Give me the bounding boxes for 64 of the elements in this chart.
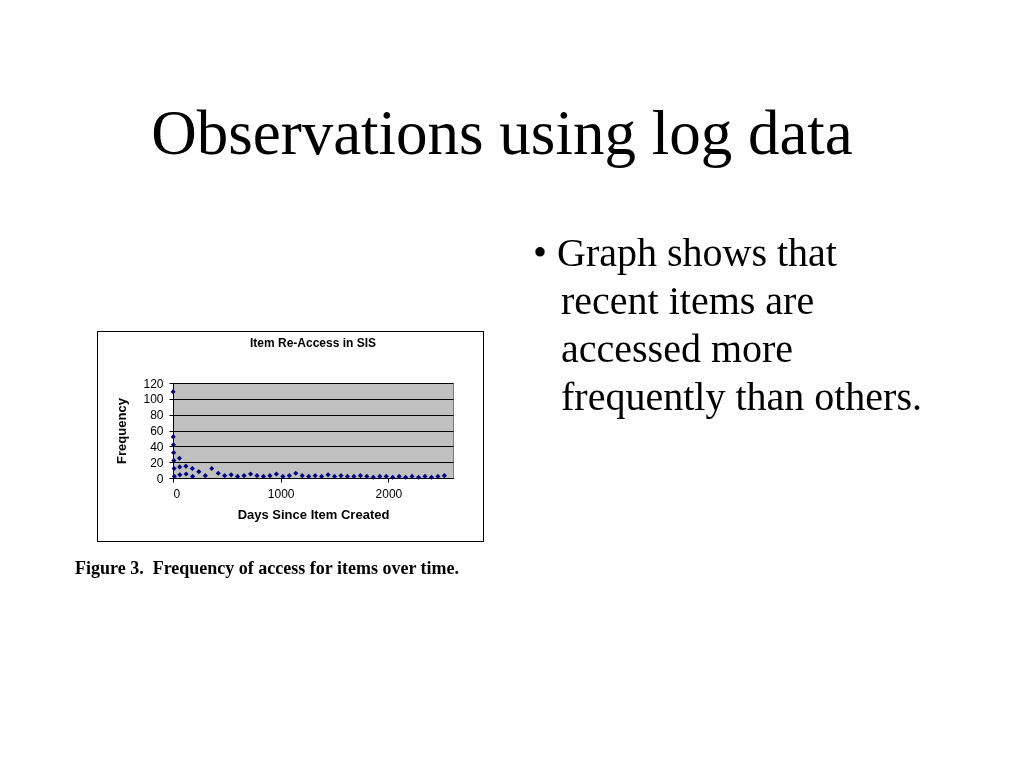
point: [267, 473, 273, 479]
y-tick-label: 80: [150, 408, 164, 423]
point: [247, 471, 254, 477]
point: [260, 473, 267, 479]
x-axis-title: Days Since Item Created: [237, 506, 390, 522]
point: [396, 473, 402, 479]
point: [222, 473, 228, 479]
point: [338, 473, 344, 479]
point: [428, 474, 435, 480]
point: [196, 469, 202, 475]
point: [390, 474, 396, 480]
x-tick-label: 0: [173, 486, 181, 501]
y-tick-label: 120: [143, 376, 164, 391]
point: [409, 473, 415, 479]
y-tick-label: 0: [156, 471, 164, 486]
y-tick-label: 40: [150, 439, 164, 454]
point: [228, 472, 234, 478]
y-axis-title: Frequency: [114, 397, 130, 464]
point: [183, 471, 189, 477]
point: [189, 465, 195, 472]
point: [293, 470, 299, 476]
point: [170, 389, 176, 395]
point: [383, 473, 389, 479]
y-tick-label: 20: [150, 455, 164, 470]
caption: Figure 3. Frequency of access for items over time.: [75, 558, 460, 578]
point: [351, 473, 357, 479]
point: [190, 473, 196, 479]
point: [241, 473, 247, 479]
y-tick-label: 60: [150, 424, 164, 438]
point: [171, 450, 177, 456]
point: [280, 473, 286, 479]
point: [319, 473, 325, 479]
point: [364, 473, 370, 479]
point: [254, 473, 260, 479]
point: [273, 471, 279, 477]
point: [215, 470, 221, 476]
point: [306, 473, 312, 479]
chart-title: Item Re-Access in SIS: [249, 336, 377, 350]
point: [370, 474, 376, 480]
point: [209, 465, 215, 472]
point: [357, 473, 363, 479]
point: [177, 464, 183, 470]
point: [286, 473, 292, 479]
text: Observations using log data: [150, 98, 854, 169]
point: [325, 472, 331, 478]
point: [435, 473, 441, 479]
point: [312, 473, 318, 479]
point: [235, 473, 241, 479]
point: [415, 474, 422, 480]
x-tick-label: 2000: [375, 486, 403, 501]
point: [344, 473, 351, 479]
point: [183, 463, 189, 469]
x-tick-label: 1000: [267, 486, 295, 501]
point: [177, 472, 183, 478]
point: [299, 473, 305, 479]
y-tick-label: 100: [143, 392, 164, 407]
point: [176, 455, 183, 461]
text: • Graph shows that recent items are accessed more frequently than others.: [533, 229, 923, 421]
point: [331, 473, 338, 479]
point: [377, 473, 383, 479]
point: [202, 473, 208, 479]
point: [403, 474, 409, 480]
point: [441, 473, 447, 479]
point: [422, 473, 428, 479]
